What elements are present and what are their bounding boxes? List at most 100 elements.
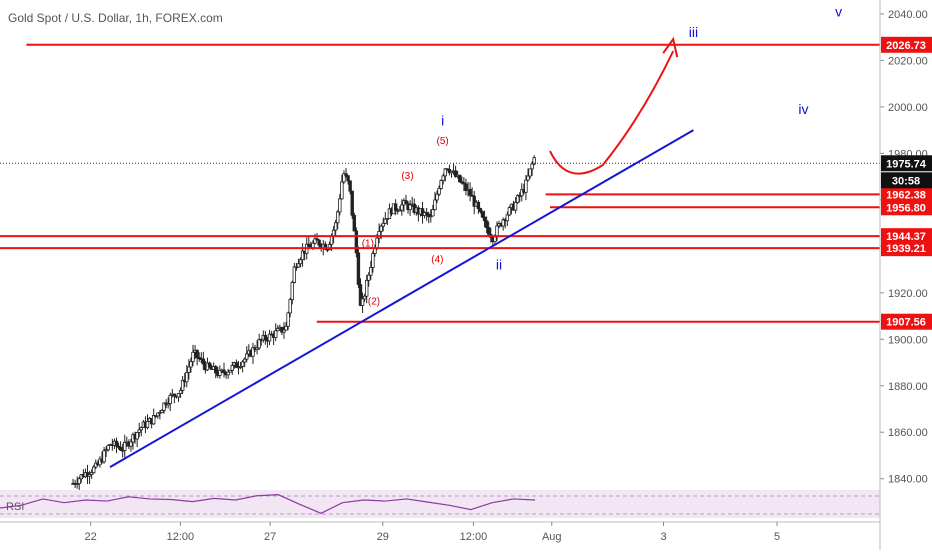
candle-body	[398, 209, 402, 212]
candle-body	[162, 402, 166, 411]
countdown-tag-text: 30:58	[892, 175, 920, 187]
candle-body	[371, 253, 375, 268]
candle-body	[178, 390, 183, 394]
candle-body	[377, 230, 381, 239]
candle-body	[441, 175, 445, 182]
candle-body	[433, 199, 437, 211]
wave-label: ii	[496, 257, 502, 273]
candle-body	[404, 200, 408, 204]
rsi-line	[0, 494, 536, 514]
candle-body	[284, 325, 288, 331]
candle-body	[189, 361, 193, 368]
candle-body	[89, 472, 94, 475]
candle-body	[443, 168, 447, 177]
candle-body	[77, 478, 81, 485]
rsi-label: RSI	[6, 501, 24, 513]
candle-body	[367, 274, 371, 281]
candle-body	[75, 483, 79, 486]
candle-body	[400, 204, 404, 211]
candle-body	[230, 365, 234, 371]
candle-body	[362, 295, 367, 300]
wave-label: v	[835, 3, 842, 19]
candle-body	[530, 163, 534, 170]
candle-body	[464, 183, 468, 191]
candle-body	[245, 353, 249, 360]
candle-body	[515, 195, 520, 203]
candle-body	[195, 349, 199, 358]
wave-label: iii	[689, 24, 698, 40]
candle-body	[307, 243, 311, 248]
candle-body	[393, 203, 398, 211]
wave-label: iv	[798, 101, 808, 117]
candle-body	[315, 238, 319, 241]
candle-body	[135, 432, 139, 440]
candle-body	[329, 235, 334, 245]
y-tick-label: 2000.00	[888, 102, 928, 114]
x-tick-label: 29	[377, 531, 389, 543]
candle-body	[158, 412, 162, 414]
candle-body	[313, 238, 317, 244]
candle-body	[172, 393, 177, 397]
candle-body	[104, 449, 108, 452]
candle-body	[429, 215, 433, 218]
wave-label: i	[441, 112, 444, 128]
candle-body	[462, 182, 466, 185]
candle-body	[532, 157, 536, 165]
candle-body	[528, 168, 532, 177]
candle-body	[288, 299, 292, 314]
candle-body	[129, 441, 133, 447]
levels-layer	[0, 43, 880, 323]
candle-body	[431, 209, 435, 217]
x-tick-label: 12:00	[167, 531, 195, 543]
level-price-tag	[881, 199, 932, 216]
candle-body	[292, 266, 297, 283]
y-tick-label: 1860.00	[888, 427, 928, 439]
projection-curve[interactable]	[549, 50, 675, 175]
x-tick-label: 12:00	[460, 531, 488, 543]
candle-body	[520, 189, 524, 197]
candle-body	[472, 195, 476, 207]
wave-label: (2)	[368, 296, 380, 307]
candle-body	[420, 208, 425, 216]
candle-body	[238, 365, 243, 368]
countdown-tag	[881, 172, 932, 189]
trendline[interactable]	[109, 129, 694, 468]
candle-body	[151, 415, 156, 425]
current-price-tag-text: 1975.74	[886, 158, 927, 170]
candle-body	[439, 180, 443, 189]
y-tick-label: 1880.00	[888, 381, 928, 393]
candle-body	[197, 357, 201, 360]
candle-body	[356, 252, 361, 285]
candle-body	[478, 208, 483, 213]
wave-label: (4)	[431, 255, 443, 266]
y-tick-label: 2040.00	[888, 9, 928, 21]
candle-body	[274, 330, 278, 338]
candle-body	[286, 312, 290, 327]
candle-body	[460, 181, 464, 184]
level-price-tag-text: 2026.73	[886, 40, 926, 52]
candle-body	[501, 219, 505, 227]
candle-body	[524, 179, 528, 193]
y-tick-label: 2020.00	[888, 55, 928, 67]
x-tick-label: 5	[774, 531, 780, 543]
level-price-tag-text: 1956.80	[886, 202, 926, 214]
candle-body	[487, 227, 491, 235]
rsi-pane: RSI	[0, 490, 880, 518]
candle-body	[87, 474, 92, 477]
projection-arrowhead	[662, 36, 679, 58]
candle-body	[296, 263, 301, 268]
candle-body	[214, 366, 218, 374]
candle-body	[222, 369, 226, 374]
x-tick-label: 22	[85, 531, 97, 543]
candle-body	[92, 466, 96, 474]
chart-title: Gold Spot / U.S. Dollar, 1h, FOREX.com	[8, 11, 223, 25]
candle-body	[298, 259, 303, 265]
wave-label: (5)	[437, 136, 449, 147]
candle-body	[375, 237, 379, 249]
candle-body	[240, 361, 245, 367]
candle-body	[145, 420, 150, 428]
level-price-tag-text: 1962.38	[886, 189, 926, 201]
candle-body	[180, 379, 185, 391]
